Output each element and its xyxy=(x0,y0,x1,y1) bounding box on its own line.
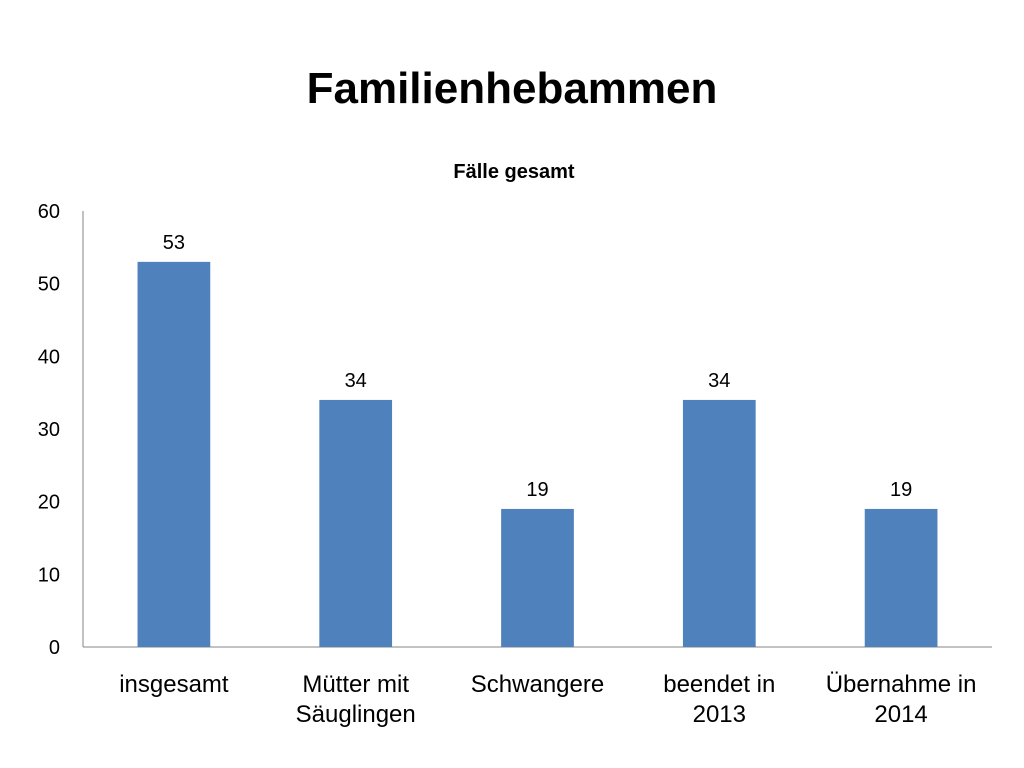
y-tick-label: 30 xyxy=(38,419,60,441)
bar xyxy=(864,508,938,647)
chart-data-labels: 53 34 19 34 19 xyxy=(163,232,912,501)
y-tick-label: 0 xyxy=(49,637,60,659)
x-tick-label: Mütter mit Säuglingen xyxy=(296,671,416,728)
x-tick-label: beendet in 2013 xyxy=(663,671,775,728)
bar-value-label: 34 xyxy=(708,370,730,392)
bar xyxy=(501,508,574,647)
x-tick-label: Schwangere xyxy=(471,671,604,698)
y-tick-label: 60 xyxy=(38,201,60,223)
y-tick-label: 20 xyxy=(38,492,60,514)
x-axis-labels: insgesamt Mütter mit Säuglingen Schwangere b… xyxy=(119,671,976,728)
x-tick-label: Übernahme in 2014 xyxy=(826,671,977,728)
bar-value-label: 53 xyxy=(163,232,185,254)
y-tick-label: 10 xyxy=(38,564,60,586)
x-tick-label: insgesamt xyxy=(119,671,229,698)
y-tick-label: 40 xyxy=(38,346,60,368)
bar-value-label: 19 xyxy=(890,479,912,501)
bar xyxy=(319,399,393,647)
y-axis-ticks: 0 10 20 30 40 50 60 xyxy=(38,201,60,659)
y-tick-label: 50 xyxy=(38,274,60,296)
slide-title: Familienhebammen xyxy=(306,64,718,113)
bar-value-label: 19 xyxy=(526,479,548,501)
bar-value-label: 34 xyxy=(345,370,367,392)
chart-title: Fälle gesamt xyxy=(453,161,575,183)
bar xyxy=(137,261,211,647)
bar xyxy=(682,399,756,647)
chart-bars xyxy=(137,261,938,647)
